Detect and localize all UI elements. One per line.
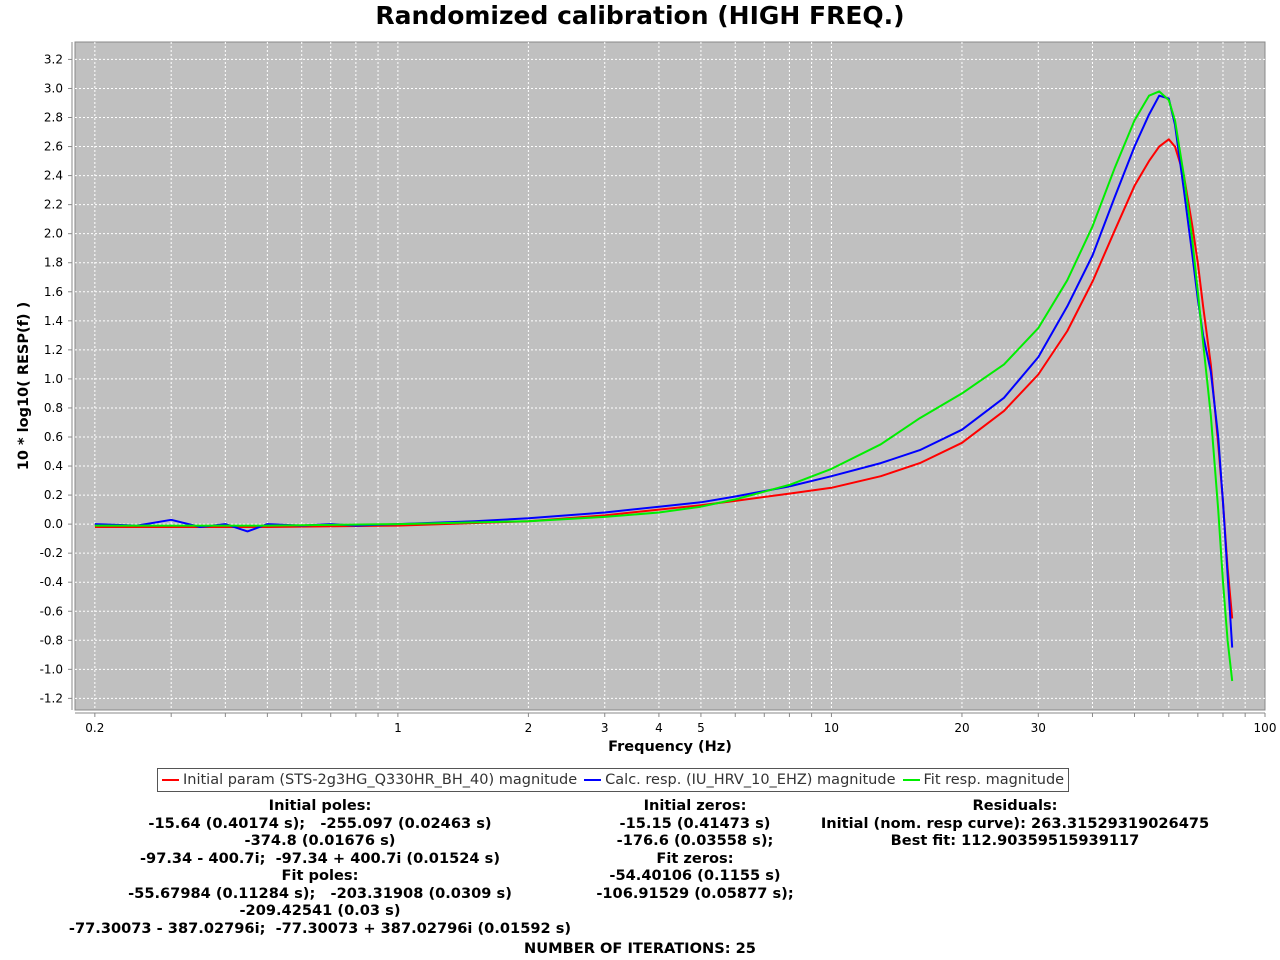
initial-poles-line: -97.34 - 400.7i; -97.34 + 400.7i (0.0152… (139, 849, 501, 867)
y-tick-label: 2.8 (44, 111, 63, 125)
legend-label-calc: Calc. resp. (IU_HRV_10_EHZ) magnitude (605, 772, 896, 788)
initial-zeros-header: Initial zeros: (643, 797, 747, 814)
initial-zeros-line: -15.15 (0.41473 s) (619, 814, 771, 832)
x-axis-label: Frequency (Hz) (608, 739, 732, 755)
chart-title: Randomized calibration (HIGH FREQ.) (375, 1, 904, 30)
x-tick-label: 5 (697, 721, 705, 735)
fit-poles-line: -55.67984 (0.11284 s); -203.31908 (0.030… (128, 884, 512, 902)
iterations-count: NUMBER OF ITERATIONS: 25 (524, 940, 756, 957)
y-tick-label: -1.2 (40, 691, 63, 705)
y-tick-label: 0.2 (44, 488, 63, 502)
y-tick-label: -0.6 (40, 604, 63, 618)
y-tick-label: 3.2 (44, 52, 63, 66)
y-tick-label: -1.0 (40, 662, 63, 676)
legend-swatch-blue (584, 779, 602, 781)
x-axis: 0.2 1 2 3 4 5 10 20 30 100 (85, 713, 1276, 735)
series-line-0 (94, 138, 1234, 619)
y-tick-label: 1.0 (44, 372, 63, 386)
y-tick-label: 0.6 (44, 430, 63, 444)
zeros-panel: Initial zeros: -15.15 (0.41473 s) -176.6… (560, 797, 830, 902)
y-tick-label: 2.6 (44, 140, 63, 154)
plot-area (74, 41, 1266, 711)
x-tick-label: 0.2 (85, 721, 104, 735)
x-tick-label: 1 (394, 721, 402, 735)
y-tick-label: 3.0 (44, 81, 63, 95)
y-axis: -1.2 -1.0 -0.8 -0.6 -0.4 -0.2 0.0 0.2 0.4 0.6 0.8 1… (40, 52, 72, 705)
series-line-2 (94, 90, 1234, 682)
y-tick-label: -0.8 (40, 633, 63, 647)
y-tick-label: -0.4 (40, 575, 63, 589)
y-tick-label: 2.2 (44, 198, 63, 212)
initial-poles-line: -374.8 (0.01676 s) (244, 832, 396, 849)
y-tick-label: -0.2 (40, 546, 63, 560)
chart-legend: Initial param (STS-2g3HG_Q330HR_BH_40) m… (157, 768, 1070, 792)
x-tick-label: 10 (824, 721, 839, 735)
x-tick-label: 100 (1254, 721, 1277, 735)
fit-poles-line: -77.30073 - 387.02796i; -77.30073 + 387.… (68, 919, 572, 937)
y-tick-label: 0.0 (44, 517, 63, 531)
y-tick-label: 2.4 (44, 169, 63, 183)
legend-item-fit: Fit resp. magnitude (902, 772, 1065, 788)
poles-panel: Initial poles: -15.64 (0.40174 s); -255.… (0, 797, 640, 937)
legend-label-initial: Initial param (STS-2g3HG_Q330HR_BH_40) m… (183, 772, 578, 788)
legend-swatch-red (162, 779, 179, 781)
x-tick-label: 30 (1031, 721, 1046, 735)
fit-zeros-line: -54.40106 (0.1155 s) (609, 867, 781, 884)
residuals-panel: Residuals: Initial (nom. resp curve): 26… (800, 797, 1230, 850)
x-tick-label: 20 (954, 721, 969, 735)
x-tick-label: 3 (601, 721, 609, 735)
y-tick-label: 1.2 (44, 343, 63, 357)
fit-zeros-line: -106.91529 (0.05877 s); (596, 884, 794, 902)
y-tick-label: 0.8 (44, 401, 63, 415)
residuals-header: Residuals: (972, 797, 1058, 814)
y-tick-label: 0.4 (44, 459, 63, 473)
residuals-best-fit: Best fit: 112.90359515939117 (890, 832, 1140, 849)
residuals-initial: Initial (nom. resp curve): 263.315293190… (820, 814, 1210, 832)
y-tick-label: 1.8 (44, 256, 63, 270)
initial-poles-line: -15.64 (0.40174 s); -255.097 (0.02463 s) (148, 814, 492, 832)
x-tick-label: 4 (655, 721, 663, 735)
chart-canvas: Randomized calibration (HIGH FREQ.) -1.2… (16, 1, 1276, 755)
fit-poles-line: -209.42541 (0.03 s) (239, 902, 401, 919)
gridlines (75, 42, 1265, 710)
y-tick-label: 1.6 (44, 285, 63, 299)
fit-zeros-header: Fit zeros: (656, 849, 734, 867)
legend-item-initial: Initial param (STS-2g3HG_Q330HR_BH_40) m… (162, 772, 577, 788)
series-lines (94, 90, 1234, 682)
y-axis-label: 10 * log10( RESP(f) ) (16, 302, 32, 470)
legend-item-calc: Calc. resp. (IU_HRV_10_EHZ) magnitude (584, 772, 896, 788)
initial-poles-header: Initial poles: (268, 797, 372, 814)
y-tick-label: 2.0 (44, 227, 63, 241)
initial-zeros-line: -176.6 (0.03558 s); (616, 832, 774, 849)
y-tick-label: 1.4 (44, 314, 63, 328)
fit-poles-header: Fit poles: (281, 867, 359, 884)
x-tick-label: 2 (525, 721, 533, 735)
legend-label-fit: Fit resp. magnitude (923, 772, 1065, 788)
legend-swatch-green (902, 779, 920, 781)
